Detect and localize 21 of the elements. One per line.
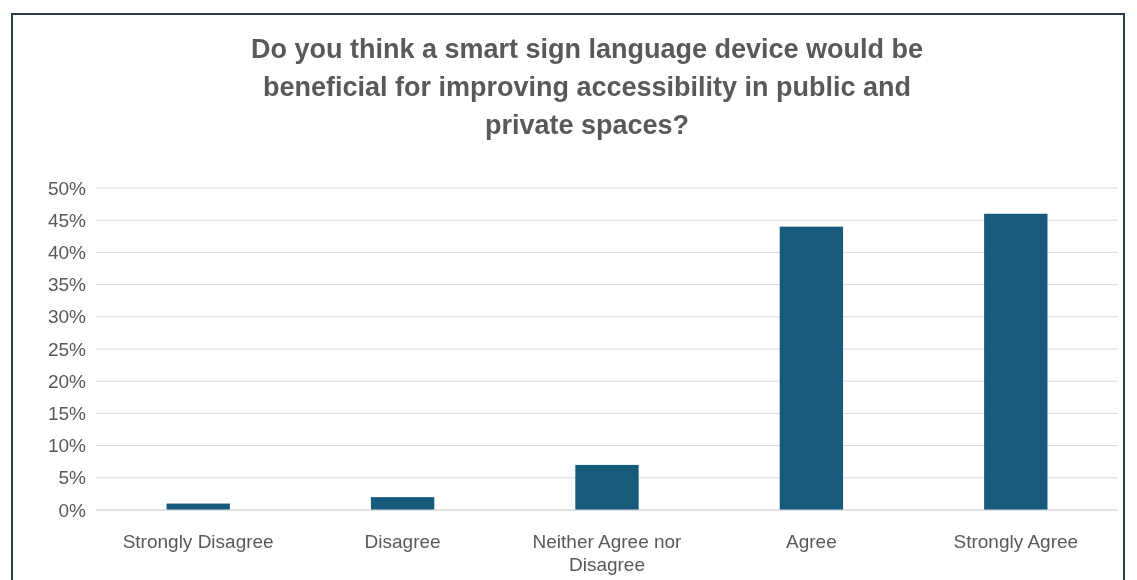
y-tick-label: 40% (47, 242, 87, 264)
x-tick-label: Agree (786, 531, 837, 552)
bar (779, 226, 844, 510)
y-tick-label: 5% (58, 467, 87, 489)
y-tick-label: 25% (47, 338, 87, 360)
bar (370, 497, 435, 510)
y-tick-label: 20% (47, 370, 87, 392)
y-tick-label: 30% (47, 306, 87, 328)
bar (575, 464, 639, 510)
y-tick-label: 35% (47, 274, 87, 296)
x-tick-label: Disagree (364, 531, 441, 552)
bar (984, 213, 1048, 510)
y-tick-label: 50% (47, 177, 87, 199)
y-tick-label: 10% (47, 435, 87, 457)
y-tick-label: 45% (47, 209, 87, 231)
x-tick-label: Strongly Agree (953, 531, 1079, 552)
chart-title: Do you think a smart sign language device would be beneficial for improving accessibility in public and private spaces? (250, 34, 924, 140)
x-tick-label: Strongly Disagree (122, 531, 274, 552)
y-tick-label: 15% (47, 403, 87, 425)
y-tick-label: 0% (58, 499, 87, 521)
x-tick-label: Neither Agree nor Disagree (532, 531, 683, 575)
